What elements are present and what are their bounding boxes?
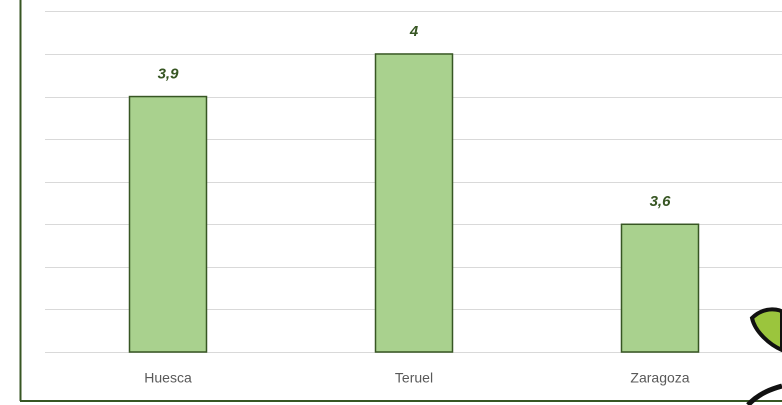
stem-icon [746,383,782,405]
data-label: 3,9 [158,66,180,83]
leaf-icon [749,307,782,353]
x-tick-label: Zaragoza [630,370,689,386]
bar [620,223,700,353]
bar [374,53,454,353]
data-label: 4 [409,23,419,40]
data-label: 3,6 [650,193,672,210]
decoration [746,307,782,405]
bar [128,95,208,353]
x-tick-label: Huesca [144,370,192,386]
x-tick-label: Teruel [395,370,433,386]
